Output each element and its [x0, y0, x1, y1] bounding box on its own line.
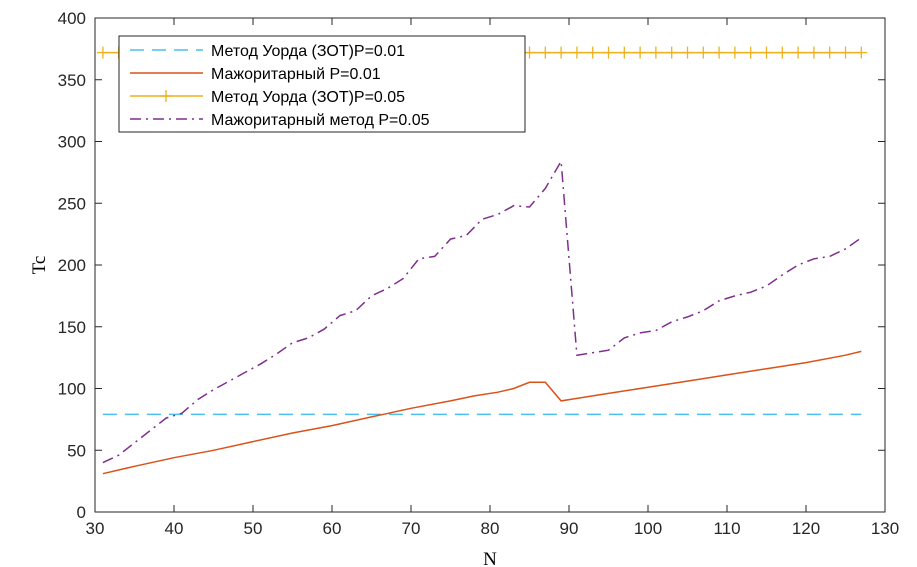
series-line-4 [102, 158, 862, 464]
y-tick-label: 150 [58, 318, 86, 337]
x-tick-label: 130 [871, 519, 899, 538]
y-tick-label: 300 [58, 133, 86, 152]
x-tick-label: 120 [792, 519, 820, 538]
legend-label-1: Метод Уорда (ЗОТ)Р=0.01 [211, 43, 405, 60]
legend-label-4: Мажоритарный метод Р=0.05 [211, 112, 430, 129]
legend-box [118, 35, 526, 133]
legend-label-3: Метод Уорда (ЗОТ)Р=0.05 [211, 89, 405, 106]
y-tick-label: 250 [58, 194, 86, 213]
x-tick-label: 50 [244, 519, 263, 538]
tick-layer: 30 40 50 60 70 80 90 100 110 120 130 0 50 100 150 200 25… [58, 9, 900, 538]
y-tick-label: 0 [77, 503, 86, 522]
legend: Метод Уорда (ЗОТ)Р=0.01 Мажоритарный Р=0.… [118, 35, 526, 133]
y-tick-label: 50 [67, 441, 86, 460]
x-tick-label: 100 [634, 519, 662, 538]
x-tick-label: 60 [323, 519, 342, 538]
x-axis-label: N [483, 549, 497, 567]
y-axis-label: Tc [29, 256, 50, 275]
series-line-2 [102, 350, 862, 475]
x-tick-label: 40 [165, 519, 184, 538]
y-tick-label: 400 [58, 9, 86, 28]
y-tick-label: 350 [58, 71, 86, 90]
x-tick-label: 90 [560, 519, 579, 538]
x-tick-label: 30 [86, 519, 105, 538]
x-tick-label: 80 [481, 519, 500, 538]
x-tick-label: 70 [402, 519, 421, 538]
y-tick-label: 100 [58, 380, 86, 399]
legend-label-2: Мажоритарный Р=0.01 [211, 66, 381, 83]
x-tick-label: 110 [713, 519, 740, 538]
y-tick-label: 200 [58, 256, 86, 275]
